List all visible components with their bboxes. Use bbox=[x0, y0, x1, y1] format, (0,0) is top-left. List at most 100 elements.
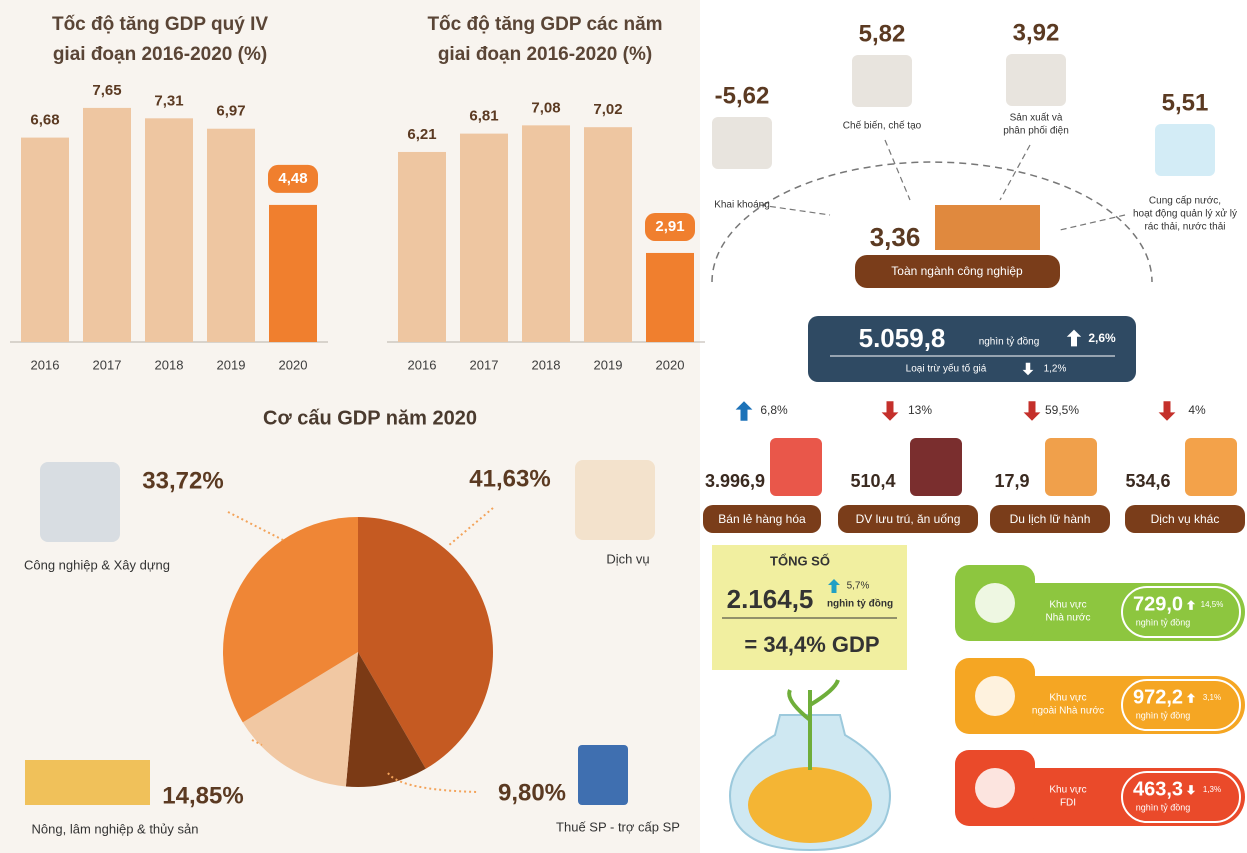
icon-service bbox=[575, 460, 655, 540]
chart-title: Tốc độ tăng GDP các năm bbox=[427, 14, 662, 35]
value-label: 4,48 bbox=[278, 170, 307, 187]
coins bbox=[748, 767, 872, 843]
x-tick-label: 2019 bbox=[217, 357, 246, 372]
industry-label: Sản xuất và bbox=[1010, 112, 1063, 124]
sector-change: 14,5% bbox=[1201, 600, 1224, 609]
x-tick-label: 2020 bbox=[279, 357, 308, 372]
bar bbox=[145, 118, 193, 342]
bar bbox=[584, 127, 632, 342]
category-label: Thuế SP - trợ cấp SP bbox=[556, 819, 680, 834]
category-label: Nông, lâm nghiệp & thủy sản bbox=[32, 821, 199, 836]
value-label: 7,08 bbox=[531, 99, 560, 116]
investment-total: 2.164,5 bbox=[727, 584, 814, 614]
industry-value: 5,51 bbox=[1162, 89, 1209, 116]
investment-title: TỔNG SỐ bbox=[770, 553, 830, 568]
retail-icon bbox=[1045, 438, 1097, 496]
sector-value: 972,2 bbox=[1133, 686, 1183, 708]
chart-title: Tốc độ tăng GDP quý IV bbox=[52, 14, 268, 35]
sector-icon bbox=[975, 676, 1015, 716]
investment-change: 5,7% bbox=[847, 581, 870, 592]
value-label: 41,63% bbox=[469, 465, 550, 492]
value-label: 6,97 bbox=[216, 103, 245, 120]
industry-total-label: Toàn ngành công nghiệp bbox=[891, 264, 1023, 278]
retail-item-change: 6,8% bbox=[760, 403, 788, 417]
value-label: 14,85% bbox=[162, 782, 243, 809]
industry-icon bbox=[712, 117, 772, 169]
retail-item-label: Dịch vụ khác bbox=[1151, 512, 1220, 526]
page: Tốc độ tăng GDP quý IV giai đoạn 2016-202… bbox=[0, 0, 1247, 853]
investment-share: = 34,4% GDP bbox=[744, 632, 879, 657]
value-label: 7,31 bbox=[154, 92, 183, 109]
value-label: 2,91 bbox=[655, 218, 684, 235]
sector-unit: nghìn tỷ đồng bbox=[1136, 802, 1191, 812]
retail-item-label: DV lưu trú, ăn uống bbox=[856, 512, 961, 526]
x-tick-label: 2016 bbox=[31, 357, 60, 372]
industry-value: -5,62 bbox=[715, 82, 770, 109]
industry-label: Khai khoáng bbox=[714, 200, 770, 211]
icon-tax bbox=[578, 745, 628, 805]
sector-name: Khu vực bbox=[1049, 785, 1086, 796]
retail-item-label: Bán lẻ hàng hóa bbox=[718, 512, 806, 526]
retail-icon bbox=[1185, 438, 1237, 496]
sector-unit: nghìn tỷ đồng bbox=[1136, 710, 1191, 720]
retail-icon bbox=[770, 438, 822, 496]
sector-name: Khu vực bbox=[1049, 600, 1086, 611]
retail-icon bbox=[910, 438, 962, 496]
industry-label: hoạt động quản lý xử lý bbox=[1133, 208, 1237, 220]
value-label: 7,65 bbox=[92, 82, 121, 99]
value-label: 9,80% bbox=[498, 779, 566, 806]
retail-change: 2,6% bbox=[1088, 331, 1116, 345]
sector-icon bbox=[975, 768, 1015, 808]
icon-industry bbox=[40, 462, 120, 542]
x-tick-label: 2019 bbox=[594, 357, 623, 372]
sector-change: 1,3% bbox=[1203, 785, 1221, 794]
chart-title: Cơ cấu GDP năm 2020 bbox=[263, 407, 477, 429]
industry-label: Cung cấp nước, bbox=[1149, 195, 1221, 207]
sector-name: FDI bbox=[1060, 798, 1076, 809]
value-label: 6,21 bbox=[407, 126, 436, 143]
industry-label: phân phối điện bbox=[1003, 125, 1069, 137]
retail-item-change: 59,5% bbox=[1045, 403, 1079, 417]
retail-item-change: 13% bbox=[908, 403, 932, 417]
industry-label: Chế biến, chế tạo bbox=[843, 120, 922, 132]
chart-title: giai đoạn 2016-2020 (%) bbox=[438, 44, 652, 65]
value-label: 33,72% bbox=[142, 467, 223, 494]
factory-icon bbox=[935, 205, 1040, 250]
x-tick-label: 2018 bbox=[155, 357, 184, 372]
retail-note-change: 1,2% bbox=[1044, 364, 1067, 375]
bar bbox=[207, 129, 255, 342]
retail-item-change: 4% bbox=[1188, 403, 1206, 417]
retail-unit: nghìn tỷ đồng bbox=[979, 336, 1040, 348]
industry-icon bbox=[1155, 124, 1215, 176]
x-tick-label: 2020 bbox=[656, 357, 685, 372]
bar bbox=[522, 125, 570, 342]
retail-item-value: 510,4 bbox=[850, 471, 895, 491]
sector-name: Nhà nước bbox=[1046, 613, 1091, 624]
x-tick-label: 2018 bbox=[532, 357, 561, 372]
bar bbox=[83, 108, 131, 342]
bar bbox=[269, 205, 317, 342]
sector-name: Khu vực bbox=[1049, 693, 1086, 704]
retail-note: Loại trừ yếu tố giá bbox=[906, 363, 987, 375]
bar bbox=[646, 253, 694, 342]
icon-agriculture bbox=[25, 760, 150, 805]
industry-icon bbox=[852, 55, 912, 107]
investment-unit: nghìn tỷ đồng bbox=[827, 598, 893, 610]
bar bbox=[21, 138, 69, 342]
industry-value: 5,82 bbox=[859, 20, 906, 47]
industry-label: rác thải, nước thải bbox=[1144, 222, 1225, 233]
retail-item-label: Du lịch lữ hành bbox=[1010, 512, 1091, 526]
sector-name: ngoài Nhà nước bbox=[1032, 706, 1104, 717]
industry-icon bbox=[1006, 54, 1066, 106]
x-tick-label: 2016 bbox=[408, 357, 437, 372]
value-label: 7,02 bbox=[593, 101, 622, 118]
value-label: 6,81 bbox=[469, 108, 498, 125]
retail-total: 5.059,8 bbox=[859, 323, 946, 353]
sector-value: 729,0 bbox=[1133, 593, 1183, 615]
sector-change: 3,1% bbox=[1203, 693, 1221, 702]
x-tick-label: 2017 bbox=[470, 357, 499, 372]
x-tick-label: 2017 bbox=[93, 357, 122, 372]
chart-title: giai đoạn 2016-2020 (%) bbox=[53, 44, 267, 65]
value-label: 6,68 bbox=[30, 112, 59, 129]
sector-value: 463,3 bbox=[1133, 778, 1183, 800]
